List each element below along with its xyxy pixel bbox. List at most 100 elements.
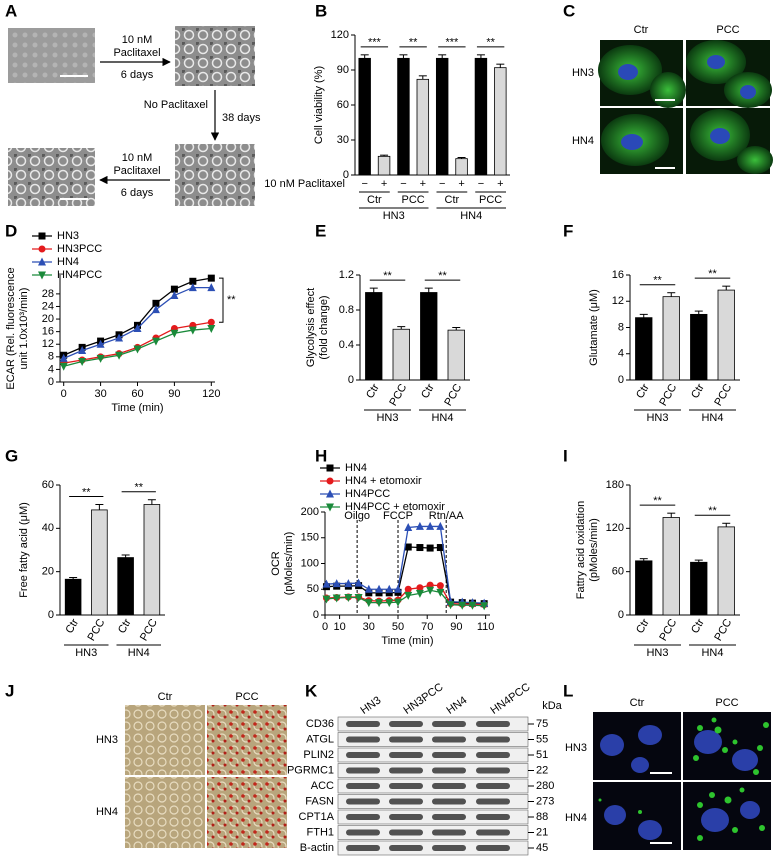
band — [476, 798, 510, 805]
y-tick-label: 60 — [337, 99, 349, 111]
band — [389, 783, 423, 789]
band — [476, 814, 510, 820]
column-label: PCC — [715, 697, 738, 709]
x-tick-label: 10 — [333, 621, 345, 633]
kda-label: 88 — [536, 811, 548, 823]
panel-letter: H — [315, 446, 327, 465]
protein-label: FASN — [305, 795, 334, 807]
protein-label: ACC — [311, 780, 334, 792]
y-tick-label: 50 — [307, 583, 319, 595]
bar — [635, 560, 653, 616]
marker — [426, 521, 435, 530]
marker — [416, 584, 424, 592]
y-tick-label: 60 — [42, 479, 54, 491]
x-tick-label: + — [458, 178, 464, 190]
y-tick-label: 12 — [612, 295, 624, 307]
y-tick-label: 60 — [612, 566, 624, 578]
micrograph — [8, 28, 95, 83]
marker — [354, 593, 363, 602]
bar — [662, 296, 680, 381]
y-tick-label: 40 — [42, 522, 54, 534]
x-tick-label: + — [381, 178, 387, 190]
group-label: HN3 — [376, 412, 398, 424]
marker — [446, 601, 455, 610]
label: 10 nM — [122, 152, 153, 164]
panel-letter: F — [563, 221, 573, 240]
lane-label: HN3 — [359, 694, 384, 716]
marker — [207, 318, 215, 326]
group-label: HN3 — [646, 647, 668, 659]
row-label: HN3 — [565, 742, 587, 754]
x-tick-label: 60 — [131, 388, 143, 400]
protein-label: PLIN2 — [303, 749, 334, 761]
band — [476, 721, 510, 727]
significance-bracket — [219, 277, 224, 323]
x-tick-label: − — [478, 178, 484, 190]
y-tick-label: 8 — [48, 351, 54, 363]
x-tick-label: Ctr — [689, 617, 707, 636]
lane-label: HN4PCC — [489, 681, 533, 717]
bar — [662, 517, 680, 616]
y-tick-label: 120 — [606, 522, 624, 534]
kda-label: 21 — [536, 826, 548, 838]
marker — [59, 362, 68, 371]
series-line — [326, 589, 485, 607]
x-tick-label: − — [400, 178, 406, 190]
marker — [385, 584, 394, 593]
significance-label: *** — [368, 37, 382, 49]
marker — [151, 305, 160, 314]
kda-label: 75 — [536, 718, 548, 730]
marker — [404, 585, 412, 593]
band — [432, 783, 466, 789]
x-tick-label: Ctr — [364, 382, 382, 401]
panel-j: Ctr PCC HN3 HN4 — [96, 691, 287, 848]
group-label: HN3 — [75, 647, 97, 659]
band — [432, 752, 466, 758]
marker — [436, 544, 444, 552]
injection-label: Oilgo — [344, 510, 370, 522]
x-tick-label: Ctr — [634, 617, 652, 636]
significance-label: ** — [653, 275, 662, 287]
significance-label: ** — [409, 37, 418, 49]
marker — [480, 602, 489, 611]
significance-label: ** — [486, 37, 495, 49]
group-label: Ctr — [367, 194, 382, 206]
panel-letter: J — [5, 681, 14, 700]
column-label: PCC — [716, 24, 739, 36]
row-label: HN4 — [572, 135, 594, 147]
band — [346, 721, 380, 727]
significance-label: *** — [445, 37, 459, 49]
y-axis-label: unit 1.0x10³/min) — [18, 288, 30, 370]
marker — [415, 521, 424, 530]
band — [389, 752, 423, 758]
protein-label: B-actin — [300, 842, 334, 854]
marker — [326, 489, 334, 498]
y-tick-label: 8 — [618, 321, 624, 333]
band — [432, 845, 466, 851]
band — [476, 752, 510, 758]
marker — [436, 521, 445, 530]
x-tick-label: Ctr — [64, 617, 82, 636]
band — [346, 845, 380, 851]
x-tick-label: − — [439, 178, 445, 190]
group-label: HN3 — [383, 210, 405, 222]
y-axis-label: OCR — [270, 551, 282, 576]
bar — [635, 317, 653, 381]
marker — [326, 464, 334, 472]
marker — [394, 584, 403, 593]
x-tick-label: 30 — [94, 388, 106, 400]
row-label: HN4 — [565, 812, 587, 824]
marker — [207, 274, 215, 282]
y-tick-label: 0.4 — [339, 339, 354, 351]
x-tick-label: Ctr — [634, 382, 652, 401]
x-tick-label: PCC — [712, 617, 734, 643]
band — [476, 829, 510, 836]
kda-label: 45 — [536, 842, 548, 854]
x-tick-label: PCC — [138, 617, 160, 643]
y-tick-label: 20 — [42, 313, 54, 325]
x-tick-label: 50 — [392, 621, 404, 633]
bar — [717, 289, 735, 381]
panel-letter: C — [563, 1, 575, 20]
marker — [78, 358, 87, 367]
x-tick-label: PCC — [85, 617, 107, 643]
